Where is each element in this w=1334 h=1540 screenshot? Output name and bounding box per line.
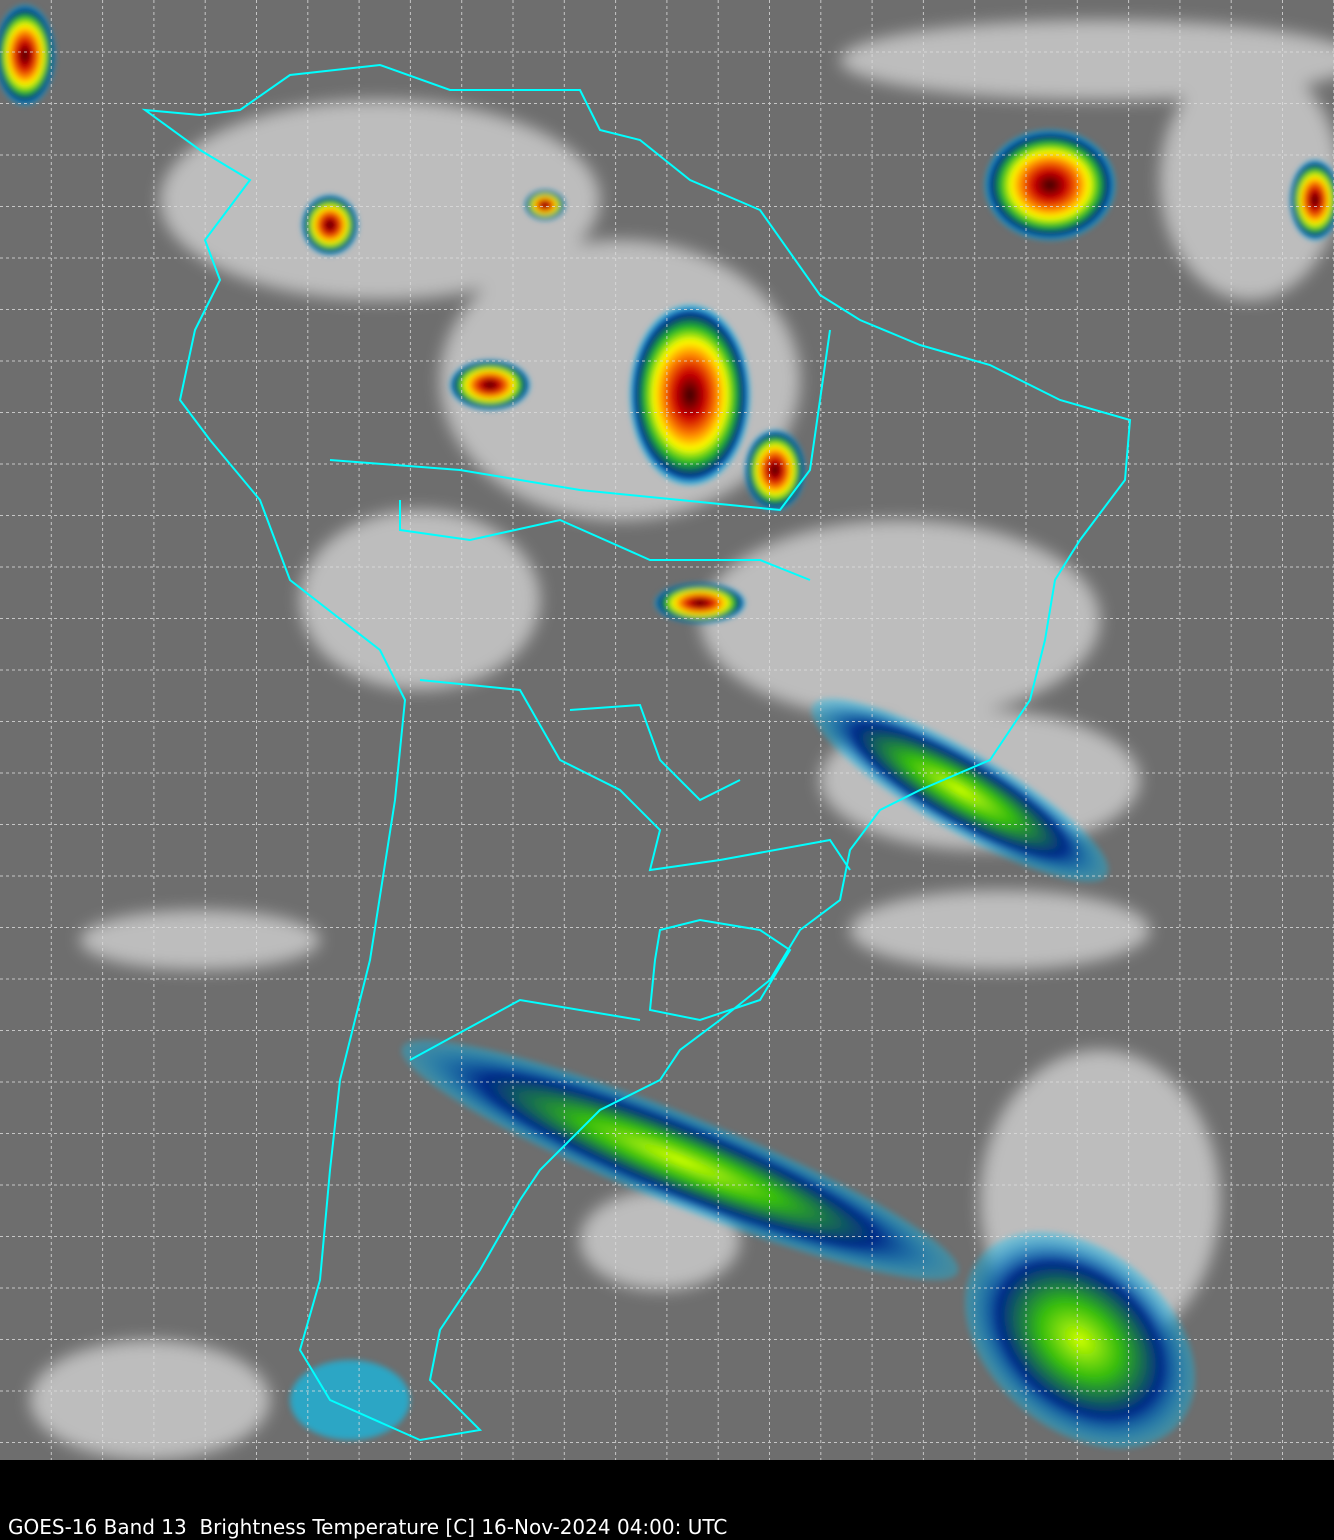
country-borders — [141, 63, 1132, 1442]
satellite-map — [0, 0, 1334, 1460]
image-caption: GOES-16 Band 13 Brightness Temperature [… — [8, 1515, 728, 1539]
storm-cells — [0, 5, 1334, 1449]
graticule-grid — [0, 0, 1334, 1460]
